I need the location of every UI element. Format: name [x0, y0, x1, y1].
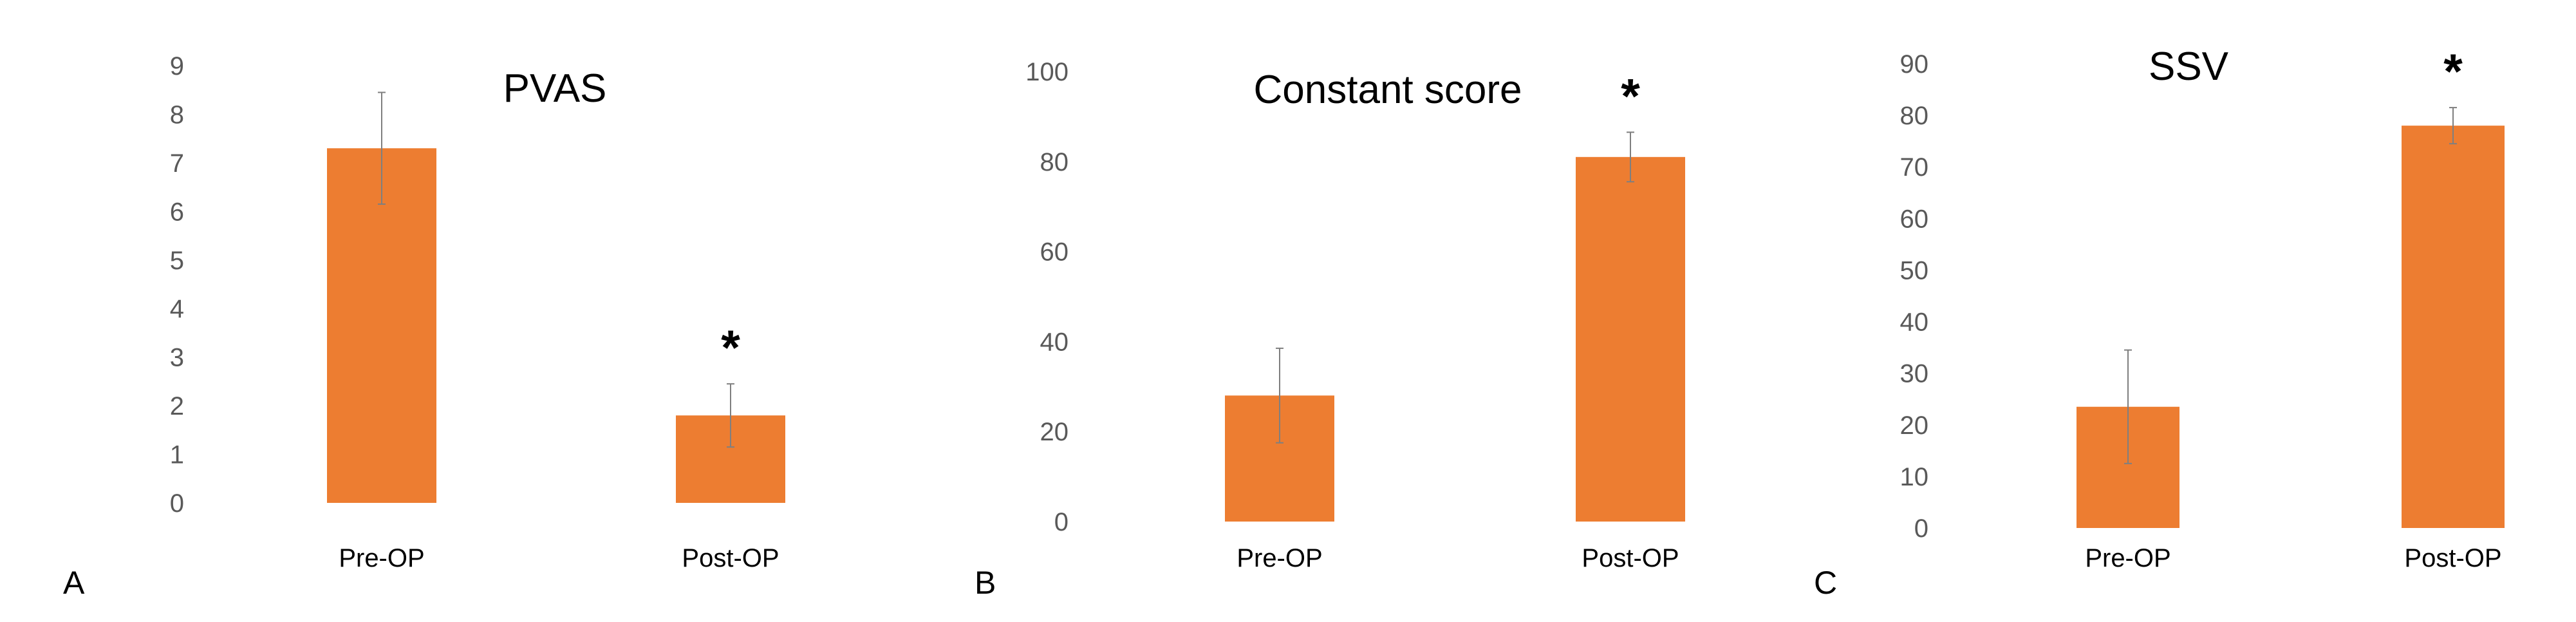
chart-2-y-tick-4: 40	[1900, 308, 1929, 337]
chart-0-y-tick-0: 0	[170, 489, 184, 518]
chart-1-y-tick-5: 100	[1025, 58, 1069, 86]
chart-0-y-tick-3: 3	[170, 344, 184, 372]
chart-1-significance-1: *	[1621, 69, 1640, 124]
chart-0-y-tick-5: 5	[170, 247, 184, 275]
chart-1-bar-1	[1576, 156, 1685, 522]
chart-2-bar-1	[2402, 126, 2505, 529]
chart-1-y-tick-3: 60	[1040, 238, 1069, 267]
chart-2-x-label-1: Post-OP	[2404, 544, 2501, 572]
chart-1-y-tick-1: 20	[1040, 418, 1069, 446]
chart-0-significance-1: *	[721, 321, 740, 375]
chart-2-y-tick-1: 10	[1900, 463, 1929, 491]
chart-0-x-label-0: Pre-OP	[339, 544, 424, 572]
chart-0-title: PVAS	[503, 66, 607, 111]
chart-2-title: SSV	[2149, 44, 2229, 89]
chart-0-bar-0	[327, 148, 436, 503]
chart-2-y-tick-9: 90	[1900, 50, 1929, 79]
chart-0-y-tick-7: 7	[170, 149, 184, 178]
chart-1-panel-letter: B	[975, 565, 996, 601]
chart-0-panel-letter: A	[63, 565, 85, 601]
chart-2-significance-1: *	[2443, 44, 2463, 99]
chart-2-y-tick-6: 60	[1900, 205, 1929, 233]
chart-2-y-tick-3: 30	[1900, 360, 1929, 388]
chart-2-y-tick-8: 80	[1900, 102, 1929, 130]
chart-2-y-tick-5: 50	[1900, 256, 1929, 285]
chart-2-panel-letter: C	[1814, 565, 1837, 601]
chart-1-y-tick-4: 80	[1040, 148, 1069, 176]
chart-2-y-tick-2: 20	[1900, 411, 1929, 440]
chart-0-y-tick-9: 9	[170, 52, 184, 80]
chart-1-y-tick-2: 40	[1040, 328, 1069, 356]
chart-0-y-tick-8: 8	[170, 100, 184, 129]
chart-2-y-tick-0: 0	[1914, 514, 1928, 543]
chart-2-y-tick-7: 70	[1900, 153, 1929, 182]
chart-1-x-label-1: Post-OP	[1582, 544, 1679, 572]
chart-0-y-tick-4: 4	[170, 295, 184, 323]
chart-2-x-label-0: Pre-OP	[2085, 544, 2170, 572]
chart-1-y-tick-0: 0	[1054, 508, 1069, 536]
chart-0-y-tick-6: 6	[170, 198, 184, 226]
chart-1-x-label-0: Pre-OP	[1237, 544, 1322, 572]
chart-1-title: Constant score	[1254, 68, 1522, 112]
chart-0-y-tick-1: 1	[170, 441, 184, 469]
chart-0-x-label-1: Post-OP	[682, 544, 779, 572]
chart-0-y-tick-2: 2	[170, 392, 184, 420]
